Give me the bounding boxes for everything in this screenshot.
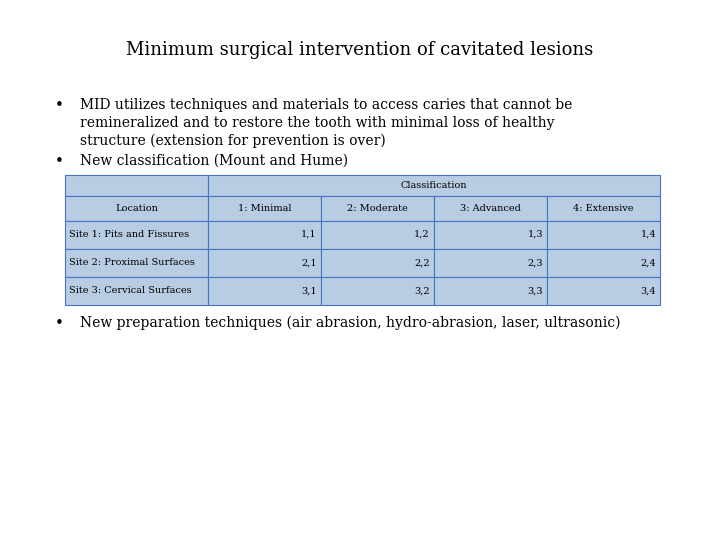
Text: 3: Advanced: 3: Advanced bbox=[460, 204, 521, 213]
Text: Classification: Classification bbox=[400, 181, 467, 190]
FancyBboxPatch shape bbox=[434, 196, 547, 220]
Text: 1,2: 1,2 bbox=[414, 230, 430, 239]
FancyBboxPatch shape bbox=[321, 220, 434, 248]
FancyBboxPatch shape bbox=[208, 196, 321, 220]
Text: Site 3: Cervical Surfaces: Site 3: Cervical Surfaces bbox=[69, 286, 192, 295]
Text: New preparation techniques (air abrasion, hydro-abrasion, laser, ultrasonic): New preparation techniques (air abrasion… bbox=[80, 316, 621, 330]
Text: Site 1: Pits and Fissures: Site 1: Pits and Fissures bbox=[69, 230, 189, 239]
FancyBboxPatch shape bbox=[321, 248, 434, 277]
Text: 2,2: 2,2 bbox=[414, 258, 430, 267]
Text: MID utilizes techniques and materials to access caries that cannot be: MID utilizes techniques and materials to… bbox=[80, 98, 572, 112]
Text: structure (extension for prevention is over): structure (extension for prevention is o… bbox=[80, 134, 386, 148]
Text: 1,4: 1,4 bbox=[640, 230, 656, 239]
Text: •: • bbox=[55, 98, 64, 112]
FancyBboxPatch shape bbox=[208, 175, 660, 196]
Text: •: • bbox=[55, 153, 64, 168]
FancyBboxPatch shape bbox=[321, 196, 434, 220]
Text: New classification (Mount and Hume): New classification (Mount and Hume) bbox=[80, 154, 348, 168]
FancyBboxPatch shape bbox=[434, 220, 547, 248]
FancyBboxPatch shape bbox=[65, 175, 208, 196]
Text: Location: Location bbox=[115, 204, 158, 213]
FancyBboxPatch shape bbox=[65, 196, 208, 220]
Text: 3,3: 3,3 bbox=[527, 286, 543, 295]
FancyBboxPatch shape bbox=[65, 277, 208, 305]
Text: 3,4: 3,4 bbox=[640, 286, 656, 295]
Text: 1,3: 1,3 bbox=[527, 230, 543, 239]
Text: 3,2: 3,2 bbox=[414, 286, 430, 295]
Text: Site 2: Proximal Surfaces: Site 2: Proximal Surfaces bbox=[69, 258, 195, 267]
FancyBboxPatch shape bbox=[208, 248, 321, 277]
FancyBboxPatch shape bbox=[434, 277, 547, 305]
Text: 2,1: 2,1 bbox=[301, 258, 317, 267]
Text: 2: Moderate: 2: Moderate bbox=[347, 204, 408, 213]
FancyBboxPatch shape bbox=[65, 220, 208, 248]
Text: remineralized and to restore the tooth with minimal loss of healthy: remineralized and to restore the tooth w… bbox=[80, 116, 554, 130]
FancyBboxPatch shape bbox=[547, 277, 660, 305]
FancyBboxPatch shape bbox=[547, 196, 660, 220]
FancyBboxPatch shape bbox=[65, 248, 208, 277]
FancyBboxPatch shape bbox=[321, 277, 434, 305]
FancyBboxPatch shape bbox=[208, 220, 321, 248]
Text: 2,3: 2,3 bbox=[527, 258, 543, 267]
FancyBboxPatch shape bbox=[208, 277, 321, 305]
Text: Minimum surgical intervention of cavitated lesions: Minimum surgical intervention of cavitat… bbox=[127, 41, 593, 59]
FancyBboxPatch shape bbox=[434, 248, 547, 277]
Text: 1,1: 1,1 bbox=[301, 230, 317, 239]
Text: 4: Extensive: 4: Extensive bbox=[573, 204, 634, 213]
FancyBboxPatch shape bbox=[547, 220, 660, 248]
Text: 1: Minimal: 1: Minimal bbox=[238, 204, 291, 213]
FancyBboxPatch shape bbox=[547, 248, 660, 277]
Text: 3,1: 3,1 bbox=[301, 286, 317, 295]
Text: 2,4: 2,4 bbox=[640, 258, 656, 267]
Text: •: • bbox=[55, 315, 64, 330]
